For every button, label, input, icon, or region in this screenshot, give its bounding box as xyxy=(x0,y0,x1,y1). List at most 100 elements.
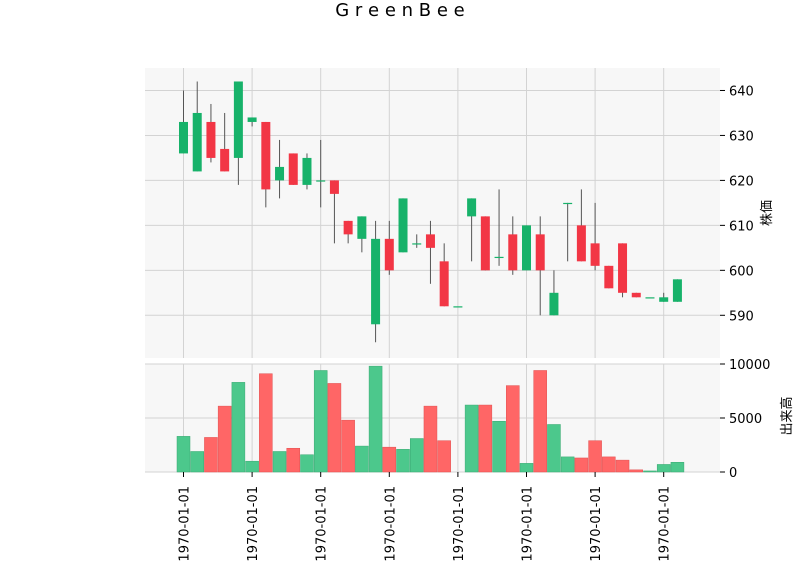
candle-body xyxy=(576,225,586,262)
candle-body xyxy=(467,198,477,217)
volume-tick-label: 10000 xyxy=(729,358,770,373)
candle-body xyxy=(343,220,353,235)
volume-bar xyxy=(382,446,397,473)
volume-bar xyxy=(670,462,685,473)
price-panel-background xyxy=(145,68,720,358)
volume-bar xyxy=(464,404,479,473)
volume-axis-label: 出来高 xyxy=(779,396,795,435)
volume-bar xyxy=(272,451,287,473)
candle xyxy=(645,297,655,299)
candle xyxy=(522,225,531,271)
candle xyxy=(329,180,339,244)
candle xyxy=(659,292,669,302)
candle xyxy=(233,81,243,185)
candle-body xyxy=(179,121,188,154)
volume-bar xyxy=(478,404,493,473)
volume-bar xyxy=(602,456,616,473)
volume-tick-label: 5000 xyxy=(729,412,762,427)
volume-bar xyxy=(176,436,191,473)
candle-body xyxy=(508,234,518,271)
candle xyxy=(275,139,285,199)
price-axis-label: 株価 xyxy=(760,200,775,226)
candle xyxy=(412,234,422,248)
candle xyxy=(425,220,435,284)
volume-bar xyxy=(300,454,314,473)
chart-title: G r e e n B e e xyxy=(335,0,464,21)
candle xyxy=(371,220,381,343)
price-tick-label: 630 xyxy=(729,129,754,144)
candle-body xyxy=(631,292,641,298)
x-tick-label: 1970-01-01 xyxy=(315,486,330,562)
candle xyxy=(618,243,628,298)
candle-body xyxy=(398,198,408,253)
x-tick-label: 1970-01-01 xyxy=(383,486,398,562)
volume-bar xyxy=(588,440,602,473)
volume-bar xyxy=(409,438,424,473)
candle-body xyxy=(672,279,682,302)
candle-body xyxy=(535,234,545,271)
candle xyxy=(631,292,641,298)
volume-bar xyxy=(286,447,301,473)
volume-bar xyxy=(368,365,383,473)
candle xyxy=(590,202,600,271)
candle-body xyxy=(220,148,230,172)
volume-bar xyxy=(519,463,534,473)
candle-body xyxy=(425,234,435,248)
candle xyxy=(453,306,463,308)
x-axis-ticks: 1970-01-01 1970-01-01 1970-01-01 1970-01-01… xyxy=(178,472,673,562)
volume-bar xyxy=(259,373,273,473)
candle xyxy=(247,117,257,127)
candle xyxy=(549,270,559,316)
candle xyxy=(535,216,545,316)
candle-body xyxy=(604,265,614,289)
volume-bar xyxy=(217,405,232,473)
candle-body xyxy=(563,202,573,205)
candle xyxy=(398,198,408,253)
candle xyxy=(480,216,490,271)
candle xyxy=(439,243,449,307)
candle-body xyxy=(659,297,669,302)
volume-bar xyxy=(245,460,259,473)
volume-bar xyxy=(231,382,246,473)
candle xyxy=(563,202,573,262)
price-candles xyxy=(179,81,682,343)
candle-body xyxy=(192,112,202,172)
candle-body xyxy=(618,243,628,293)
candle-body xyxy=(549,292,559,316)
candle-body xyxy=(233,81,243,158)
candle xyxy=(206,103,216,163)
candle-body xyxy=(247,117,257,122)
candle-body xyxy=(206,121,216,158)
x-tick-label: 1970-01-01 xyxy=(589,486,604,562)
x-tick-label: 1970-01-01 xyxy=(178,486,193,562)
candle-body xyxy=(494,256,504,259)
volume-bar xyxy=(492,420,506,473)
candle-body xyxy=(412,243,422,245)
candle xyxy=(192,81,202,172)
candle-body xyxy=(275,166,285,181)
x-tick-label: 1970-01-01 xyxy=(658,486,673,562)
candle xyxy=(288,153,298,185)
volume-bars xyxy=(176,365,685,473)
price-axis-ticks: 590 600 610 620 630 640 xyxy=(720,84,754,324)
price-tick-label: 620 xyxy=(729,174,754,189)
candle xyxy=(302,153,312,190)
volume-bar xyxy=(560,456,575,473)
candle-body xyxy=(316,180,326,182)
volume-bar xyxy=(204,437,218,473)
volume-bar xyxy=(190,451,204,473)
candle xyxy=(261,121,271,208)
volume-bar xyxy=(437,440,451,473)
candle-body xyxy=(439,261,449,307)
candle xyxy=(384,220,394,275)
price-tick-label: 610 xyxy=(729,219,754,234)
candle-body xyxy=(288,153,298,185)
candle xyxy=(672,279,682,302)
candle-body xyxy=(371,238,381,325)
x-tick-label: 1970-01-01 xyxy=(452,486,467,562)
candle-body xyxy=(357,216,367,239)
candle xyxy=(357,216,367,253)
candle xyxy=(508,216,518,275)
price-tick-label: 600 xyxy=(729,264,754,279)
volume-bar xyxy=(615,459,630,473)
